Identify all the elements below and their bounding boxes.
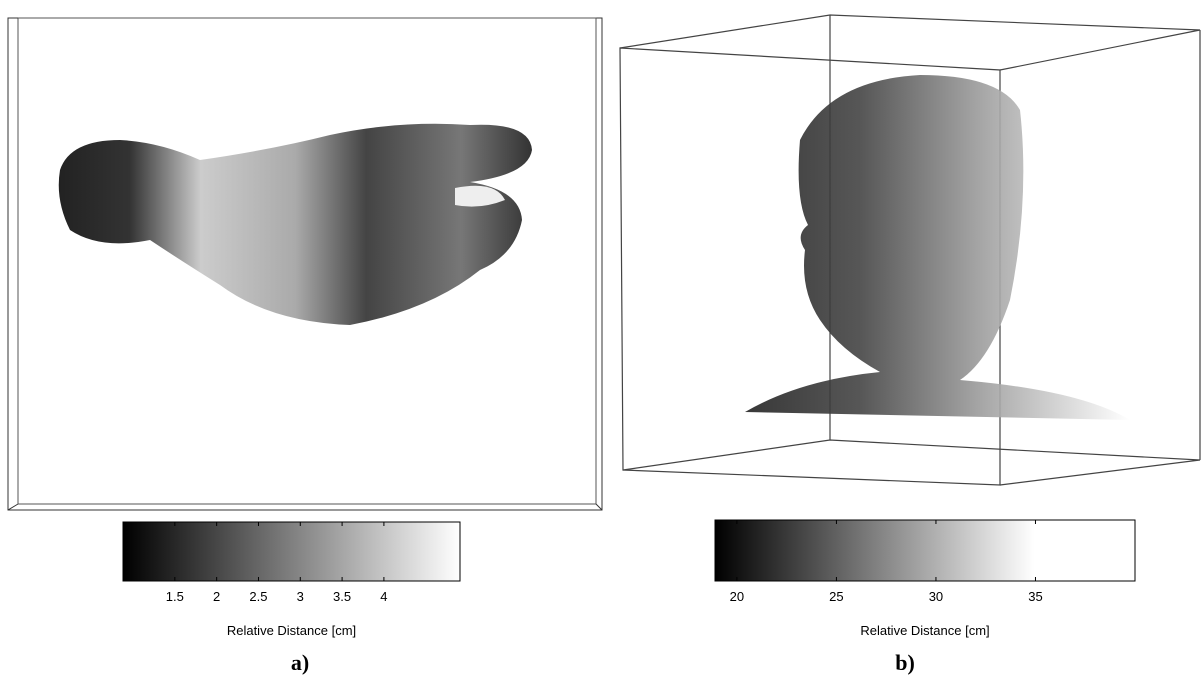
- tick-label: 2: [213, 589, 220, 604]
- colorbar: [715, 520, 1135, 581]
- tick-label: 35: [1028, 589, 1042, 604]
- tick-label: 3: [297, 589, 304, 604]
- tick-label: 3.5: [333, 589, 351, 604]
- colorbar-label: Relative Distance [cm]: [860, 623, 989, 638]
- head-depth-image: [745, 75, 1130, 420]
- tick-label: 20: [730, 589, 744, 604]
- tick-label: 4: [380, 589, 387, 604]
- tick-label: 1.5: [166, 589, 184, 604]
- tick-label: 25: [829, 589, 843, 604]
- foot-depth-image: [59, 124, 532, 325]
- page: 1.5 2 2.5 3 3.5 4 Relative Distance [cm] a) 20 25…: [0, 0, 1202, 678]
- panel-caption: b): [895, 650, 915, 675]
- figure: 1.5 2 2.5 3 3.5 4 Relative Distance [cm] a) 20 25…: [0, 0, 1202, 678]
- colorbar: [123, 522, 460, 581]
- colorbar-label: Relative Distance [cm]: [227, 623, 356, 638]
- tick-label: 2.5: [249, 589, 267, 604]
- panel-caption: a): [291, 650, 309, 675]
- tick-label: 30: [929, 589, 943, 604]
